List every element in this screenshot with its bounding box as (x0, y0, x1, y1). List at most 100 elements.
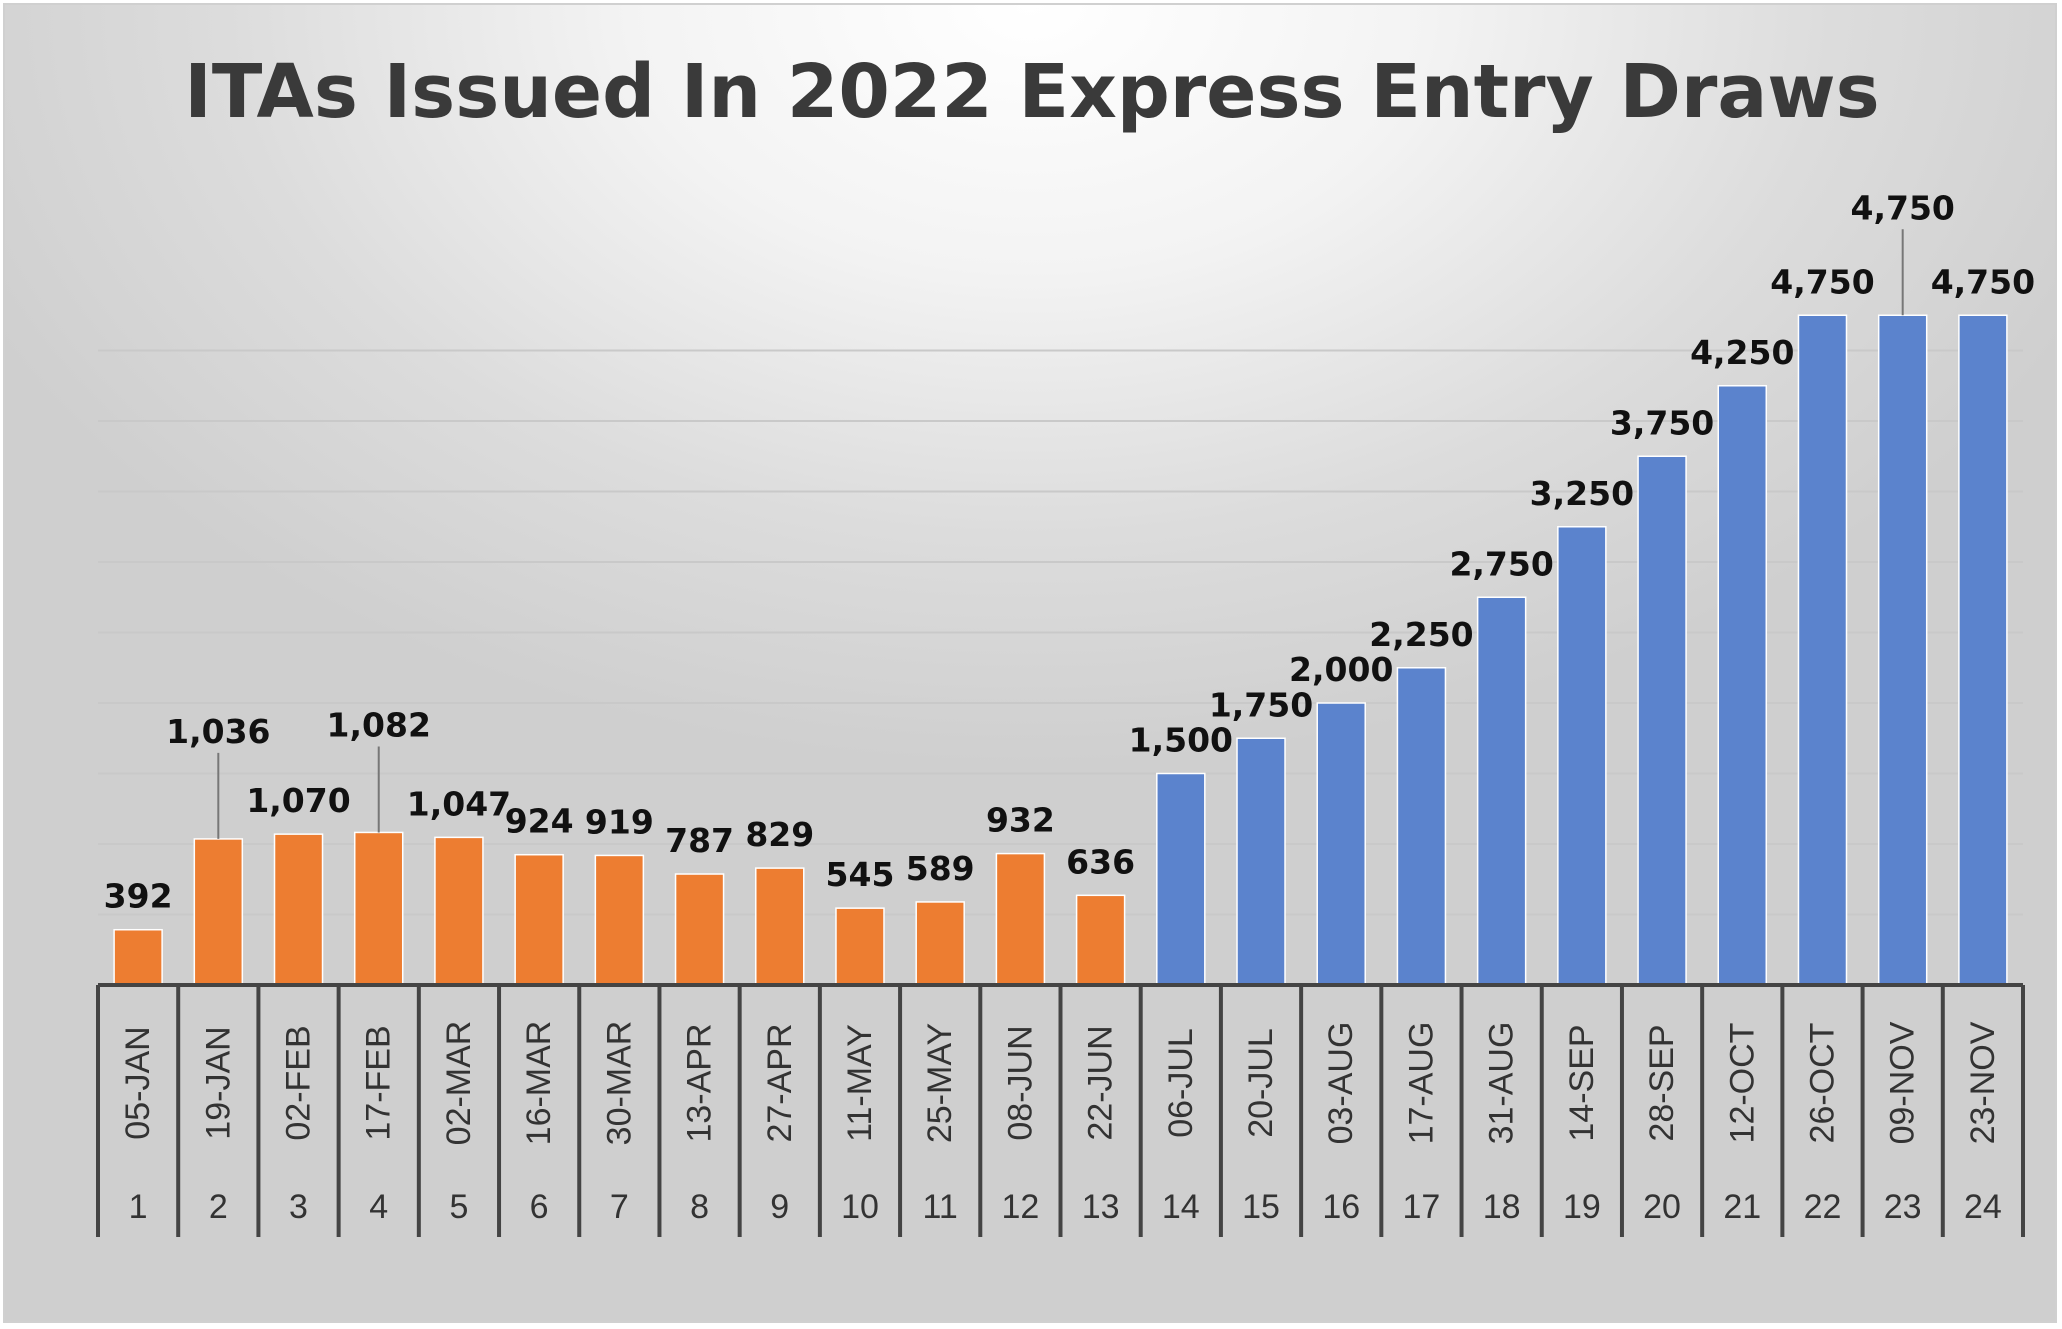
data-label-7: 919 (585, 802, 654, 841)
data-label-15: 1,750 (1209, 685, 1313, 724)
category-label-15: 15 (1242, 1188, 1280, 1226)
bar-2 (193, 838, 244, 986)
bar-3 (273, 833, 324, 986)
bar-10 (835, 907, 885, 986)
bar-6 (514, 853, 564, 986)
bar-20 (1637, 455, 1687, 986)
chart-svg: ITAs Issued In 2022 Express Entry Draws … (96, 49, 2035, 1237)
category-label-8: 8 (690, 1188, 709, 1226)
bar-8 (674, 873, 725, 986)
category-label-7: 7 (610, 1188, 629, 1226)
date-label-6: 16-MAR (520, 1021, 558, 1146)
data-label-6: 924 (505, 802, 574, 841)
category-label-24: 24 (1964, 1188, 2002, 1226)
date-label-17: 17-AUG (1402, 1022, 1440, 1145)
category-label-16: 16 (1322, 1188, 1360, 1226)
data-label-5: 1,047 (407, 784, 511, 823)
category-label-3: 3 (289, 1188, 308, 1226)
category-label-5: 5 (449, 1188, 468, 1226)
data-label-13: 636 (1066, 842, 1135, 881)
data-label-2: 1,036 (166, 712, 270, 751)
category-label-13: 13 (1082, 1188, 1120, 1226)
category-label-11: 11 (923, 1188, 958, 1226)
bar-5 (434, 836, 484, 986)
date-label-15: 20-JUL (1242, 1028, 1280, 1138)
date-label-4: 17-FEB (360, 1025, 398, 1140)
bars (113, 314, 2008, 986)
data-label-17: 2,250 (1369, 615, 1473, 654)
data-label-22: 4,750 (1770, 262, 1874, 301)
bar-14 (1156, 772, 1206, 986)
category-label-12: 12 (1001, 1188, 1039, 1226)
date-label-18: 31-AUG (1483, 1022, 1521, 1145)
category-label-1: 1 (129, 1188, 148, 1226)
category-label-20: 20 (1643, 1188, 1681, 1226)
date-label-24: 23-NOV (1964, 1021, 2002, 1144)
data-label-14: 1,500 (1129, 721, 1233, 760)
bar-1 (113, 928, 163, 986)
bar-16 (1316, 702, 1366, 986)
date-label-22: 26-OCT (1803, 1023, 1841, 1144)
date-label-16: 03-AUG (1322, 1022, 1360, 1145)
date-label-14: 06-JUL (1162, 1028, 1200, 1138)
date-label-10: 11-MAY (841, 1024, 879, 1142)
data-label-8: 787 (665, 821, 734, 860)
category-label-22: 22 (1804, 1188, 1842, 1226)
category-label-19: 19 (1563, 1188, 1601, 1226)
bar-9 (755, 867, 805, 986)
date-label-8: 13-APR (681, 1023, 719, 1142)
bar-15 (1236, 737, 1286, 986)
data-label-9: 829 (745, 815, 814, 854)
bar-18 (1476, 596, 1527, 986)
date-label-23: 09-NOV (1884, 1021, 1922, 1144)
gridlines (98, 349, 2023, 916)
data-label-24: 4,750 (1931, 262, 2035, 301)
bar-13 (1075, 894, 1126, 986)
date-label-11: 25-MAY (921, 1023, 959, 1143)
category-label-17: 17 (1403, 1188, 1441, 1226)
leader-lines (217, 229, 1904, 839)
category-label-18: 18 (1483, 1188, 1521, 1226)
bar-23 (1877, 314, 1928, 986)
data-label-16: 2,000 (1289, 650, 1393, 689)
data-label-23: 4,750 (1850, 188, 1954, 227)
bar-17 (1396, 667, 1447, 986)
date-label-7: 30-MAR (600, 1021, 638, 1146)
category-label-6: 6 (530, 1188, 549, 1226)
category-label-10: 10 (841, 1188, 879, 1226)
bar-7 (594, 854, 645, 986)
date-label-2: 19-JAN (199, 1026, 237, 1139)
data-label-1: 392 (104, 877, 173, 916)
data-label-19: 3,250 (1530, 474, 1634, 513)
bar-24 (1958, 314, 2008, 986)
category-label-23: 23 (1884, 1188, 1922, 1226)
date-label-5: 02-MAR (440, 1021, 478, 1146)
data-label-10: 545 (826, 855, 895, 894)
date-label-13: 22-JUN (1082, 1025, 1120, 1140)
bar-11 (915, 901, 965, 986)
category-label-14: 14 (1162, 1188, 1200, 1226)
date-label-9: 27-APR (761, 1023, 799, 1142)
data-label-12: 932 (986, 801, 1055, 840)
date-label-21: 12-OCT (1723, 1023, 1761, 1144)
bar-12 (995, 852, 1046, 986)
date-label-20: 28-SEP (1643, 1024, 1681, 1141)
bar-19 (1557, 526, 1607, 986)
category-label-9: 9 (770, 1188, 789, 1226)
data-label-18: 2,750 (1449, 544, 1553, 583)
data-label-3: 1,070 (246, 781, 350, 820)
bar-4 (353, 831, 404, 986)
category-label-21: 21 (1723, 1188, 1761, 1226)
data-label-20: 3,750 (1610, 403, 1714, 442)
category-label-2: 2 (209, 1188, 228, 1226)
bar-21 (1717, 385, 1768, 986)
date-label-1: 05-JAN (119, 1026, 157, 1139)
date-label-19: 14-SEP (1563, 1024, 1601, 1141)
date-label-12: 08-JUN (1001, 1025, 1039, 1140)
data-label-4: 1,082 (327, 705, 431, 744)
category-axis: 05-JAN 1 19-JAN 2 02-FEB 3 17-FEB 4 02-MAR 5 16-MA… (96, 983, 2025, 1237)
category-label-4: 4 (369, 1188, 388, 1226)
data-label-21: 4,250 (1690, 333, 1794, 372)
date-label-3: 02-FEB (280, 1025, 318, 1140)
